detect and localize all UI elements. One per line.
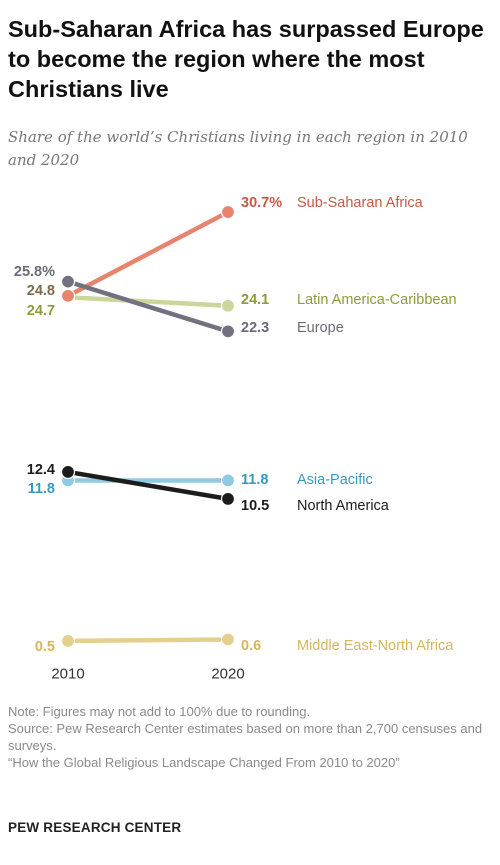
series-name-europe: Europe: [297, 320, 344, 336]
label-2020-europe: 22.3: [241, 320, 269, 336]
label-2010-sub-saharan-africa: 24.8: [27, 283, 55, 299]
point-2010-middle-east-north-africa: [60, 633, 76, 649]
chart-title: Sub-Saharan Africa has surpassed Europe …: [8, 16, 484, 102]
label-2020-middle-east-north-africa: 0.6: [241, 638, 261, 654]
series-line-europe: [65, 279, 231, 334]
series-line-north-america: [65, 469, 231, 502]
point-2010-sub-saharan-africa: [60, 288, 76, 303]
point-2010-north-america: [60, 464, 76, 480]
x-tick-2010: 2010: [51, 666, 84, 683]
series-name-north-america: North America: [297, 498, 390, 514]
source-text: Source: Pew Research Center estimates ba…: [8, 721, 483, 753]
label-2020-asia-pacific: 11.8: [241, 472, 268, 488]
point-2020-sub-saharan-africa: [220, 204, 236, 220]
point-2020-europe: [220, 324, 236, 339]
label-2010-middle-east-north-africa: 0.5: [35, 639, 55, 655]
chart-subtitle: Share of the world’s Christians living i…: [8, 128, 468, 169]
point-2020-middle-east-north-africa: [220, 632, 236, 647]
series-name-sub-saharan-africa: Sub-Saharan Africa: [297, 195, 424, 211]
series-name-asia-pacific: Asia-Pacific: [297, 472, 373, 488]
label-2020-latin-america-caribbean: 24.1: [241, 292, 269, 308]
label-2010-north-america: 12.4: [27, 462, 55, 478]
series-name-middle-east-north-africa: Middle East-North Africa: [297, 638, 454, 654]
label-2010-asia-pacific: 11.8: [28, 481, 55, 497]
series-name-latin-america-caribbean: Latin America-Caribbean: [297, 292, 457, 308]
series-line-latin-america-caribbean: [65, 295, 231, 309]
point-2020-asia-pacific: [220, 473, 236, 488]
series-line-sub-saharan-africa: [65, 209, 231, 299]
label-2020-north-america: 10.5: [241, 498, 269, 514]
point-2020-latin-america-caribbean: [220, 298, 236, 313]
x-tick-2020: 2020: [211, 666, 244, 683]
point-2010-europe: [60, 274, 76, 289]
point-2020-north-america: [220, 491, 236, 506]
label-2010-latin-america-caribbean: 24.7: [27, 303, 55, 319]
slope-chart: 24.8 30.7% Sub-Saharan Africa 24.7 24.1 Latin…: [14, 195, 457, 683]
note-text: Note: Figures may not add to 100% due to…: [8, 704, 311, 719]
notes-block: Note: Figures may not add to 100% due to…: [8, 703, 496, 771]
label-2010-europe: 25.8%: [14, 264, 55, 280]
brand-logo-text: PEW RESEARCH CENTER: [8, 820, 182, 835]
label-2020-sub-saharan-africa: 30.7%: [241, 195, 282, 211]
series-line-middle-east-north-africa: [65, 637, 231, 644]
report-citation: “How the Global Religious Landscape Chan…: [8, 755, 400, 770]
